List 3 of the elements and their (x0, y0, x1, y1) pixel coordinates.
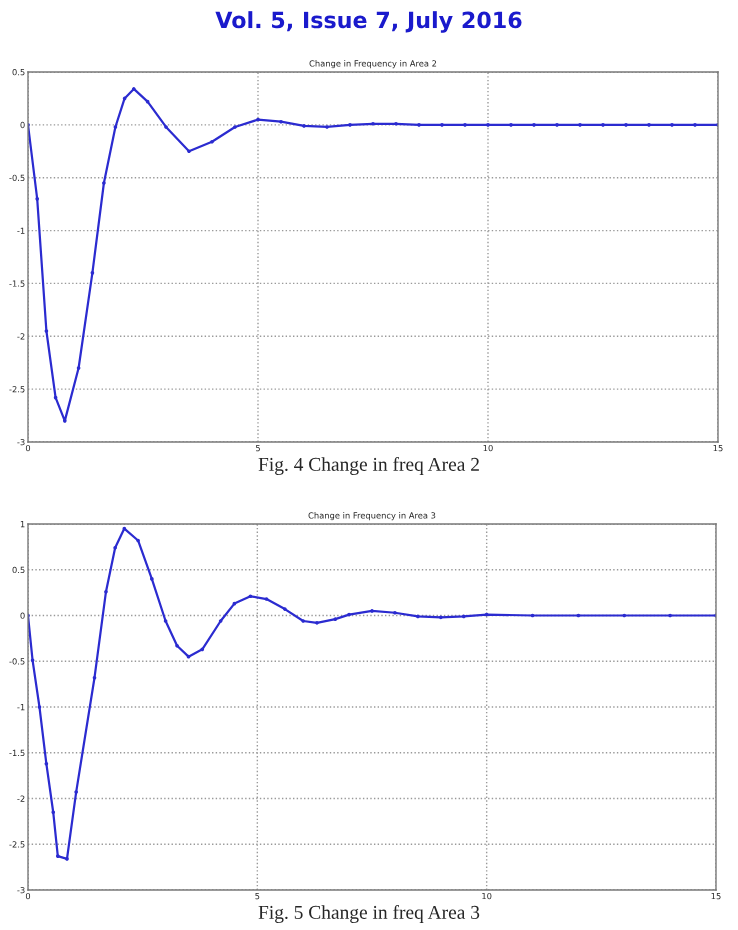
text: Vol. 5, Issue 7, July 2016 (215, 11, 522, 33)
caption: Fig. 5 Change in freq Area 3 (258, 905, 480, 923)
caption: Fig. 4 Change in freq Area 2 (258, 457, 479, 475)
